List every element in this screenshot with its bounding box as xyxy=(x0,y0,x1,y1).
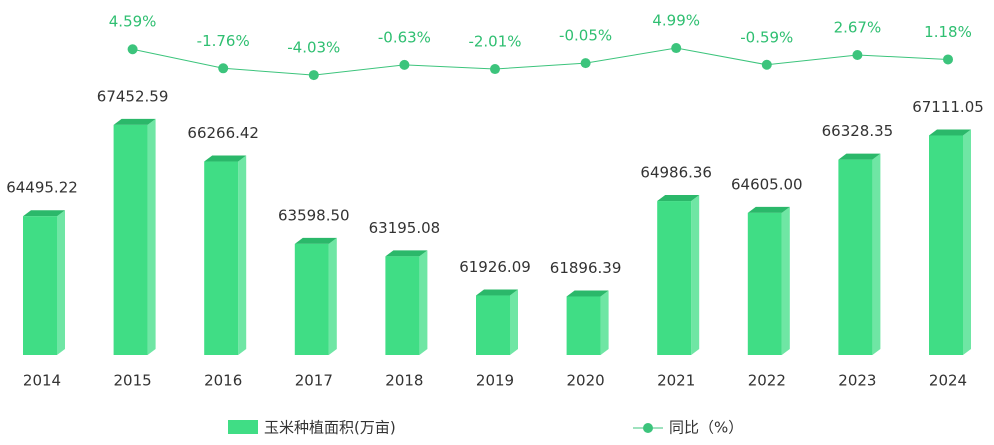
bar-value-label: 67111.05 xyxy=(912,98,984,116)
x-tick-label: 2020 xyxy=(567,372,605,390)
bar xyxy=(838,159,873,355)
legend-label: 同比（%） xyxy=(669,419,743,437)
bar-side xyxy=(238,155,247,355)
x-tick-label: 2021 xyxy=(657,372,695,390)
bar-value-label: 66266.42 xyxy=(187,124,259,142)
bar xyxy=(476,295,510,355)
legend-swatch xyxy=(228,420,258,434)
bar-top xyxy=(113,118,156,125)
line-value-label: 2.67% xyxy=(834,18,882,36)
bar-value-label: 64605.00 xyxy=(731,175,803,193)
bar xyxy=(294,243,329,355)
bar-top xyxy=(838,153,881,160)
bar xyxy=(385,256,420,355)
line-point xyxy=(308,70,319,81)
bar xyxy=(657,201,692,355)
line-point xyxy=(671,43,682,54)
bar-side xyxy=(328,237,337,355)
bar-top xyxy=(566,290,609,297)
bar-side xyxy=(781,206,790,355)
line-value-label: 4.99% xyxy=(652,12,700,30)
line-point xyxy=(490,64,500,75)
line-point xyxy=(580,58,591,69)
x-tick-label: 2017 xyxy=(295,372,333,390)
bar-value-label: 63195.08 xyxy=(369,219,441,237)
bar-side xyxy=(963,129,971,355)
line-value-label: 1.18% xyxy=(924,23,972,41)
legend-point xyxy=(643,423,653,433)
line-value-label: -0.63% xyxy=(378,28,431,46)
bar-side xyxy=(419,250,428,355)
bar-top xyxy=(929,129,971,136)
line-point xyxy=(399,59,410,70)
bar-side xyxy=(600,290,609,355)
x-tick-label: 2019 xyxy=(476,372,514,390)
bar-value-label: 61896.39 xyxy=(550,259,622,277)
line-value-label: -4.03% xyxy=(287,39,340,57)
x-tick-label: 2014 xyxy=(23,372,61,390)
bar-value-label: 61926.09 xyxy=(459,258,531,276)
bar-top xyxy=(204,155,247,162)
line-point xyxy=(943,54,953,65)
bar-top xyxy=(294,237,337,244)
bar-side xyxy=(691,195,700,355)
bar-value-label: 66328.35 xyxy=(822,122,894,140)
bar xyxy=(113,124,148,356)
line-point xyxy=(852,49,863,60)
line-value-label: -1.76% xyxy=(197,32,250,50)
bar xyxy=(23,216,57,355)
bar-top xyxy=(385,250,428,257)
bar-top xyxy=(23,210,65,217)
bar-value-label: 64495.22 xyxy=(6,179,78,197)
line-point xyxy=(127,44,138,55)
bar-top xyxy=(657,195,700,202)
bar-side xyxy=(872,153,881,355)
bar-value-label: 64986.36 xyxy=(640,164,712,182)
bar-side xyxy=(510,289,518,355)
bar xyxy=(204,161,239,355)
line-value-label: 4.59% xyxy=(109,13,157,31)
x-tick-label: 2016 xyxy=(204,372,242,390)
bar-side xyxy=(57,210,65,355)
line-value-label: -0.59% xyxy=(740,28,793,46)
bar-top xyxy=(476,289,518,296)
bar xyxy=(929,135,963,355)
bar-value-label: 67452.59 xyxy=(97,87,169,105)
x-tick-label: 2018 xyxy=(385,372,423,390)
line-point xyxy=(218,63,229,74)
line-point xyxy=(761,59,772,70)
bar-top xyxy=(747,206,790,213)
line xyxy=(132,47,949,76)
bar xyxy=(566,296,601,355)
bar xyxy=(747,212,782,355)
line-value-label: -0.05% xyxy=(559,27,612,45)
x-tick-label: 2015 xyxy=(114,372,152,390)
line-value-label: -2.01% xyxy=(468,33,521,51)
x-tick-label: 2023 xyxy=(838,372,876,390)
bar-value-label: 63598.50 xyxy=(278,206,350,224)
x-tick-label: 2022 xyxy=(748,372,786,390)
x-tick-label: 2024 xyxy=(929,372,967,390)
legend-label: 玉米种植面积(万亩) xyxy=(264,419,396,437)
bar-side xyxy=(147,118,156,356)
